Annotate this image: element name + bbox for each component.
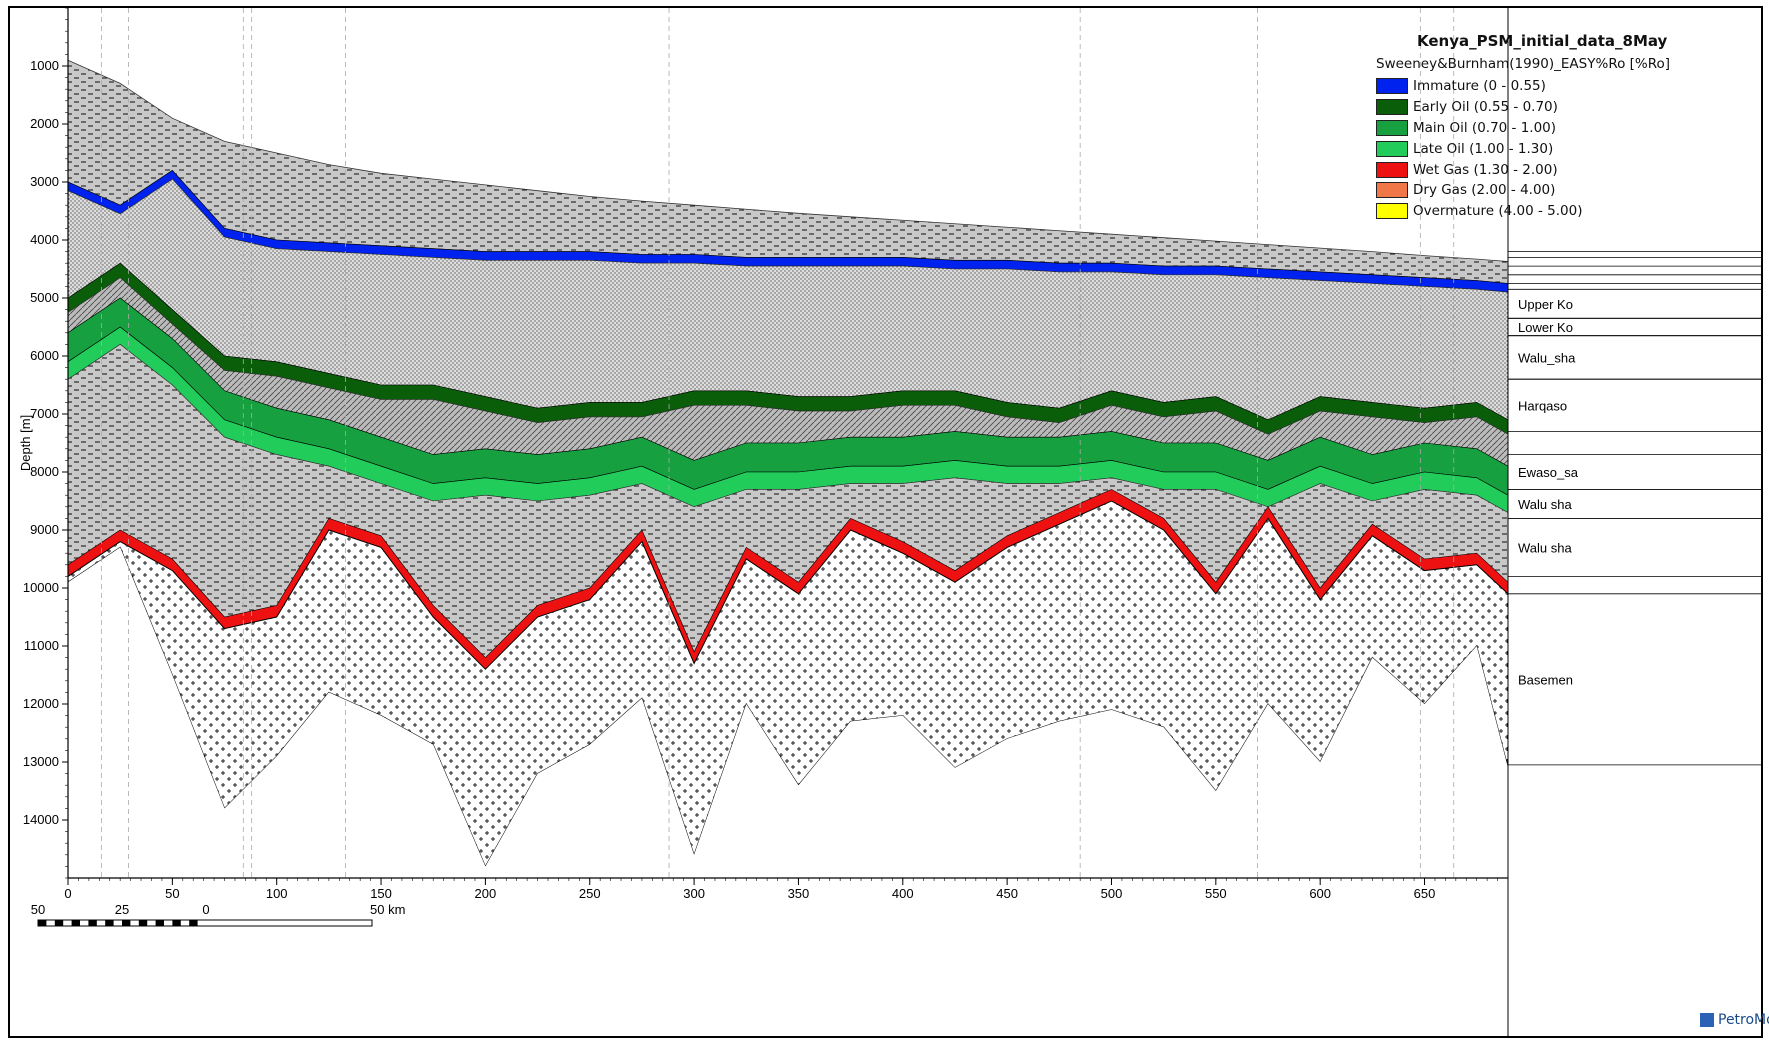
legend-label: Early Oil (0.55 - 0.70) xyxy=(1413,99,1558,116)
plot-area xyxy=(67,8,1509,878)
legend-item: Late Oil (1.00 - 1.30) xyxy=(1376,138,1676,159)
legend-label: Overmature (4.00 - 5.00) xyxy=(1413,203,1583,220)
chart-title: Kenya_PSM_initial_data_8May xyxy=(1417,32,1668,50)
legend-swatch xyxy=(1376,140,1408,157)
scale-bar-label: 50 xyxy=(31,902,45,917)
scale-bar-segment xyxy=(38,920,47,926)
legend-swatch xyxy=(1376,203,1408,220)
petromod-icon xyxy=(1700,1013,1714,1027)
scale-bar-segment xyxy=(155,920,164,926)
petromod-logo: PetroMod xyxy=(1700,1012,1769,1028)
legend-swatch xyxy=(1376,78,1408,95)
y-tick-label: 9000 xyxy=(30,522,59,537)
y-tick-label: 13000 xyxy=(23,754,59,769)
legend-item: Dry Gas (2.00 - 4.00) xyxy=(1376,180,1676,201)
x-tick-label: 50 xyxy=(165,886,179,901)
axes: 1000200030004000500060007000800090001000… xyxy=(18,8,1509,1036)
x-tick-label: 150 xyxy=(370,886,392,901)
chart-frame: Upper Ko Lower Ko Walu_sha Harqaso Ewaso_sa W… xyxy=(8,6,1769,1038)
layer-label: Walu sha xyxy=(1518,497,1572,512)
y-tick-label: 3000 xyxy=(30,174,59,189)
scale-bar-segment xyxy=(122,920,131,926)
y-tick-label: 5000 xyxy=(30,290,59,305)
scale-bar-segment xyxy=(189,920,198,926)
legend-swatch xyxy=(1376,182,1408,199)
y-tick-label: 4000 xyxy=(30,232,59,247)
x-tick-label: 450 xyxy=(996,886,1018,901)
layer-label: Walu sha xyxy=(1518,540,1572,555)
scale-bar-label: 0 xyxy=(202,902,209,917)
scale-bar-label: 50 km xyxy=(370,902,405,917)
y-tick-label: 14000 xyxy=(23,812,59,827)
legend-rows: Immature (0 - 0.55) Early Oil (0.55 - 0.7… xyxy=(1376,76,1676,222)
y-tick-label: 12000 xyxy=(23,696,59,711)
legend-subtitle: Sweeney&Burnham(1990)_EASY%Ro [%Ro] xyxy=(1376,56,1671,72)
layer-label: Basemen xyxy=(1518,672,1573,687)
layer-label: Walu_sha xyxy=(1518,350,1576,365)
legend-item: Main Oil (0.70 - 1.00) xyxy=(1376,118,1676,139)
below-basement xyxy=(68,547,1508,878)
legend-label: Wet Gas (1.30 - 2.00) xyxy=(1413,161,1558,178)
x-tick-label: 100 xyxy=(266,886,288,901)
x-tick-label: 400 xyxy=(892,886,914,901)
scale-bar-segment xyxy=(54,920,64,926)
x-tick-label: 0 xyxy=(64,886,71,901)
legend-item: Wet Gas (1.30 - 2.00) xyxy=(1376,159,1676,180)
y-tick-label: 8000 xyxy=(30,464,59,479)
layer-label: Upper Ko xyxy=(1518,297,1573,312)
y-tick-label: 2000 xyxy=(30,116,59,131)
y-axis-label: Depth [m] xyxy=(18,415,33,471)
legend: Kenya_PSM_initial_data_8May Sweeney&Burn… xyxy=(1376,32,1676,222)
y-tick-label: 11000 xyxy=(24,638,59,653)
legend-swatch xyxy=(1376,119,1408,136)
layer-label: Lower Ko xyxy=(1518,320,1573,335)
legend-label: Late Oil (1.00 - 1.30) xyxy=(1413,140,1554,157)
y-tick-label: 6000 xyxy=(30,348,59,363)
y-tick-label: 7000 xyxy=(30,406,59,421)
x-tick-label: 300 xyxy=(683,886,705,901)
legend-label: Immature (0 - 0.55) xyxy=(1413,78,1546,95)
scale-bar xyxy=(37,919,373,927)
legend-label: Dry Gas (2.00 - 4.00) xyxy=(1413,182,1556,199)
branding-text: PetroMod xyxy=(1718,1012,1769,1028)
x-tick-label: 550 xyxy=(1205,886,1227,901)
legend-swatch xyxy=(1376,99,1408,116)
legend-item: Overmature (4.00 - 5.00) xyxy=(1376,201,1676,222)
y-tick-label: 10000 xyxy=(23,580,59,595)
x-tick-label: 600 xyxy=(1309,886,1331,901)
legend-item: Immature (0 - 0.55) xyxy=(1376,76,1676,97)
layer-labels: Upper Ko Lower Ko Walu_sha Harqaso Ewaso_sa W… xyxy=(1508,251,1761,766)
legend-swatch xyxy=(1376,161,1408,178)
y-tick-label: 1000 xyxy=(30,58,59,73)
x-tick-label: 500 xyxy=(1101,886,1123,901)
x-tick-label: 250 xyxy=(579,886,601,901)
scale-bar-segment xyxy=(172,920,181,926)
x-tick-label: 200 xyxy=(475,886,497,901)
layer-label: Harqaso xyxy=(1518,398,1567,413)
x-tick-label: 650 xyxy=(1414,886,1436,901)
scale-bar-segment xyxy=(138,920,148,926)
layer-label: Ewaso_sa xyxy=(1518,465,1579,480)
scale-bar-label: 25 xyxy=(115,902,129,917)
legend-item: Early Oil (0.55 - 0.70) xyxy=(1376,97,1676,118)
legend-label: Main Oil (0.70 - 1.00) xyxy=(1413,119,1557,136)
scale-bar-segment xyxy=(88,920,97,926)
scale-bar-segment xyxy=(105,920,114,926)
scale-bar-segment xyxy=(71,920,80,926)
chart-svg: Upper Ko Lower Ko Walu_sha Harqaso Ewaso_sa W… xyxy=(18,8,1761,1036)
x-tick-label: 350 xyxy=(788,886,810,901)
